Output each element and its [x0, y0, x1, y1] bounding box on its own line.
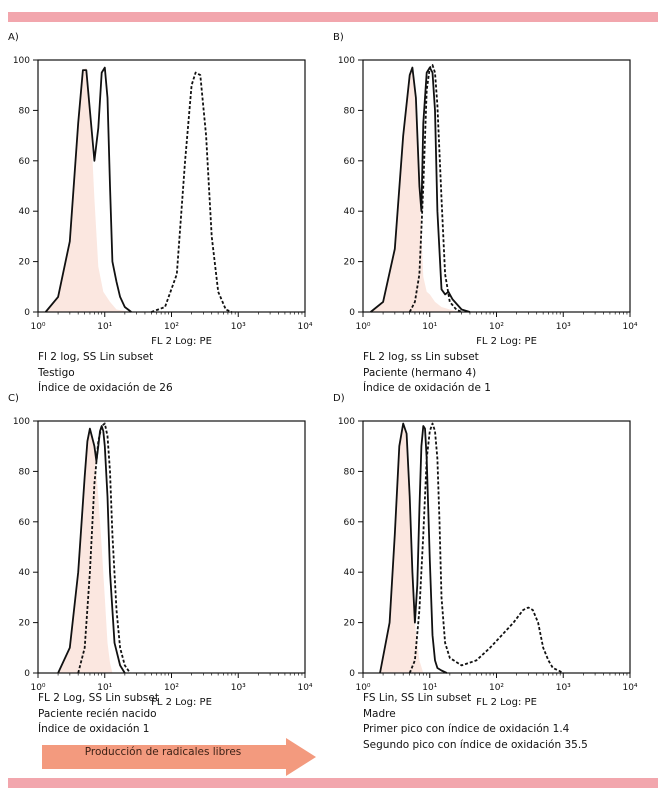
x-tick-label: 10⁰ [355, 322, 370, 332]
x-tick-label: 10⁴ [297, 322, 312, 332]
y-tick-label: 0 [349, 669, 355, 679]
caption-line: FL 2 log, ss Lin subset [363, 351, 479, 363]
x-tick-label: 10⁴ [297, 683, 312, 693]
caption-line: Madre [363, 707, 396, 720]
panel-label: B) [333, 32, 344, 43]
y-tick-label: 20 [344, 619, 356, 629]
series-dashed-line [77, 422, 131, 674]
x-tick-label: 10¹ [422, 683, 437, 693]
y-tick-label: 80 [344, 467, 356, 477]
x-tick-label: 10³ [231, 322, 246, 332]
panel-a: A) 0 20 40 60 80 100 10⁰ 10¹ 10² 10³ 10⁴ FL 2 Log: … [8, 32, 333, 402]
y-tick-label: 20 [19, 258, 31, 268]
panel-label: A) [8, 32, 19, 43]
y-tick-label: 0 [349, 308, 355, 318]
y-tick-label: 100 [13, 56, 30, 66]
y-tick-label: 60 [344, 518, 356, 528]
x-axis-title: FL 2 Log: PE [476, 697, 537, 708]
series-dashed-line [151, 71, 233, 313]
caption-line: Fl 2 log, SS Lin subset [38, 351, 154, 363]
series-solid-line [370, 66, 471, 313]
caption-line: FS Lin, SS Lin subset [363, 692, 472, 704]
y-tick-label: 40 [19, 207, 31, 217]
caption-b: FL 2 log, ss Lin subset Paciente (herman… [363, 350, 491, 397]
x-tick-label: 10⁴ [622, 322, 637, 332]
y-tick-label: 80 [19, 106, 31, 116]
x-tick-label: 10² [164, 683, 179, 693]
histogram-c: 0 20 40 60 80 100 10⁰ 10¹ 10² 10³ 10⁴ FL 2 Log: PE [13, 417, 313, 708]
x-tick-label: 10² [489, 322, 504, 332]
y-tick-label: 100 [13, 417, 30, 427]
y-tick-label: 100 [338, 417, 355, 427]
y-tick-label: 20 [344, 258, 356, 268]
panel-label: C) [8, 393, 19, 404]
panel-b: B) 0 20 40 60 80 100 10⁰ 10¹ 10² 10³ 10⁴ FL 2 Log: … [333, 32, 658, 402]
x-tick-label: 10⁰ [355, 683, 370, 693]
caption-line: Índice de oxidación de 1 [363, 382, 491, 394]
x-tick-label: 10¹ [97, 683, 112, 693]
x-axis-title: FL 2 Log: PE [151, 697, 212, 708]
y-tick-label: 0 [24, 669, 30, 679]
caption-a: Fl 2 log, SS Lin subset Testigo Índice d… [38, 350, 173, 397]
series-dashed-line [408, 422, 564, 674]
panel-label: D) [333, 393, 345, 404]
series-fill [45, 67, 132, 312]
series-fill [370, 67, 462, 312]
x-tick-label: 10⁴ [622, 683, 637, 693]
y-tick-label: 40 [19, 568, 31, 578]
x-tick-label: 10¹ [422, 322, 437, 332]
panel-c: C) 0 20 40 60 80 100 10⁰ 10¹ 10² 10³ 10⁴ FL 2 Log: … [8, 393, 333, 763]
y-tick-label: 60 [19, 518, 31, 528]
x-tick-label: 10² [489, 683, 504, 693]
x-axis-title: FL 2 Log: PE [151, 336, 212, 347]
y-tick-label: 60 [19, 157, 31, 167]
x-tick-label: 10³ [556, 683, 571, 693]
x-axis-title: FL 2 Log: PE [476, 336, 537, 347]
y-tick-label: 80 [344, 106, 356, 116]
y-tick-label: 20 [19, 619, 31, 629]
histogram-b: 0 20 40 60 80 100 10⁰ 10¹ 10² 10³ 10⁴ FL 2 Log: PE [338, 56, 638, 347]
x-tick-label: 10¹ [97, 322, 112, 332]
histogram-a: 0 20 40 60 80 100 10⁰ 10¹ 10² 10³ 10⁴ FL 2 Log: PE [13, 56, 313, 347]
x-tick-label: 10³ [556, 322, 571, 332]
caption-line: FL 2 Log, SS Lin subset [38, 692, 159, 704]
free-radical-arrow [42, 738, 316, 776]
series-fill [58, 428, 113, 673]
x-tick-label: 10² [164, 322, 179, 332]
top-band [8, 12, 658, 22]
series-solid-line [379, 422, 448, 674]
y-tick-label: 60 [344, 157, 356, 167]
y-tick-label: 100 [338, 56, 355, 66]
x-tick-label: 10⁰ [30, 683, 45, 693]
y-tick-label: 0 [24, 308, 30, 318]
y-tick-label: 40 [344, 207, 356, 217]
y-tick-label: 40 [344, 568, 356, 578]
caption-line: Segundo pico con índice de oxidación 35.… [363, 738, 588, 751]
caption-line: Testigo [38, 366, 75, 379]
x-tick-label: 10⁰ [30, 322, 45, 332]
x-tick-label: 10³ [231, 683, 246, 693]
panel-d: D) 0 20 40 60 80 100 10⁰ 10¹ 10² 10³ 10⁴ FL 2 Log: … [333, 393, 658, 763]
caption-line: Primer pico con índice de oxidación 1.4 [363, 723, 570, 735]
caption-line: Paciente recién nacido [38, 707, 157, 720]
caption-line: Paciente (hermano 4) [363, 366, 477, 379]
caption-c: FL 2 Log, SS Lin subset Paciente recién … [38, 691, 159, 738]
arrow-label: Producción de radicales libres [84, 746, 242, 758]
bottom-band [8, 778, 658, 788]
caption-line: Índice de oxidación 1 [38, 723, 150, 735]
caption-line: Índice de oxidación de 26 [38, 382, 173, 394]
histogram-d: 0 20 40 60 80 100 10⁰ 10¹ 10² 10³ 10⁴ FL 2 Log: PE [338, 417, 638, 708]
series-solid-line [44, 66, 132, 313]
caption-d: FS Lin, SS Lin subset Madre Primer pico … [363, 691, 588, 753]
y-tick-label: 80 [19, 467, 31, 477]
